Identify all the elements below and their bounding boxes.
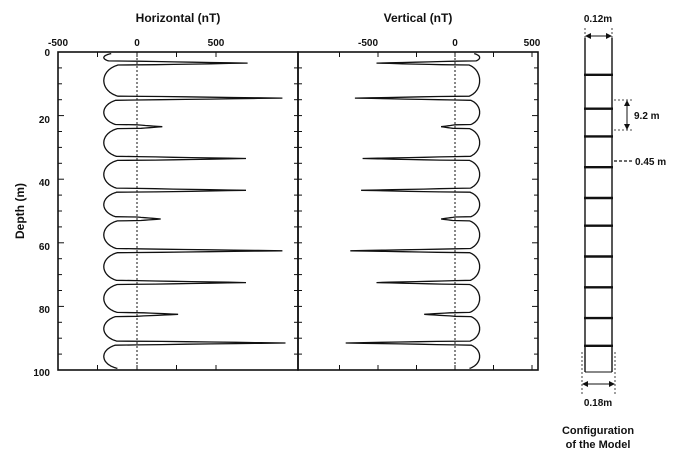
ytick-label-60: 60 xyxy=(39,242,51,253)
bottom-width-label: 0.18m xyxy=(584,398,612,409)
spacing-label: 9.2 m xyxy=(634,111,660,122)
v-xtick-label-neg500: -500 xyxy=(358,38,378,49)
caption-line-2: of the Model xyxy=(566,439,631,451)
spacing-arrowhead-bottom xyxy=(624,124,630,130)
vertical-anomaly-line xyxy=(345,52,481,370)
top-width-arrowhead-right xyxy=(606,33,612,39)
joint-label: 0.45 m xyxy=(635,157,666,168)
horizontal-anomaly-line xyxy=(103,52,286,370)
horizontal-title: Horizontal (nT) xyxy=(136,11,221,25)
v-xtick-label-500: 500 xyxy=(524,38,541,49)
ytick-label-80: 80 xyxy=(39,305,51,316)
caption-line-1: Configuration xyxy=(562,425,634,437)
model-diagram: 0.12m 0.18m 9.2 m 0.45 m xyxy=(581,14,666,409)
top-width-label: 0.12m xyxy=(584,14,612,25)
h-xtick-label-neg500: -500 xyxy=(48,38,68,49)
v-xtick-label-0: 0 xyxy=(452,38,458,49)
ytick-label-0: 0 xyxy=(44,48,50,59)
bottom-width-arrowhead-left xyxy=(582,381,588,387)
tick-marks xyxy=(57,51,538,371)
ytick-label-20: 20 xyxy=(39,115,51,126)
ytick-label-40: 40 xyxy=(39,178,51,189)
model-joints xyxy=(584,73,613,347)
bottom-width-arrowhead-right xyxy=(609,381,615,387)
ytick-label-100: 100 xyxy=(33,368,50,379)
top-width-arrowhead-left xyxy=(585,33,591,39)
y-axis-label: Depth (m) xyxy=(13,183,27,239)
h-xtick-label-0: 0 xyxy=(134,38,140,49)
h-xtick-label-500: 500 xyxy=(208,38,225,49)
vertical-title: Vertical (nT) xyxy=(384,11,453,25)
spacing-arrowhead-top xyxy=(624,100,630,106)
